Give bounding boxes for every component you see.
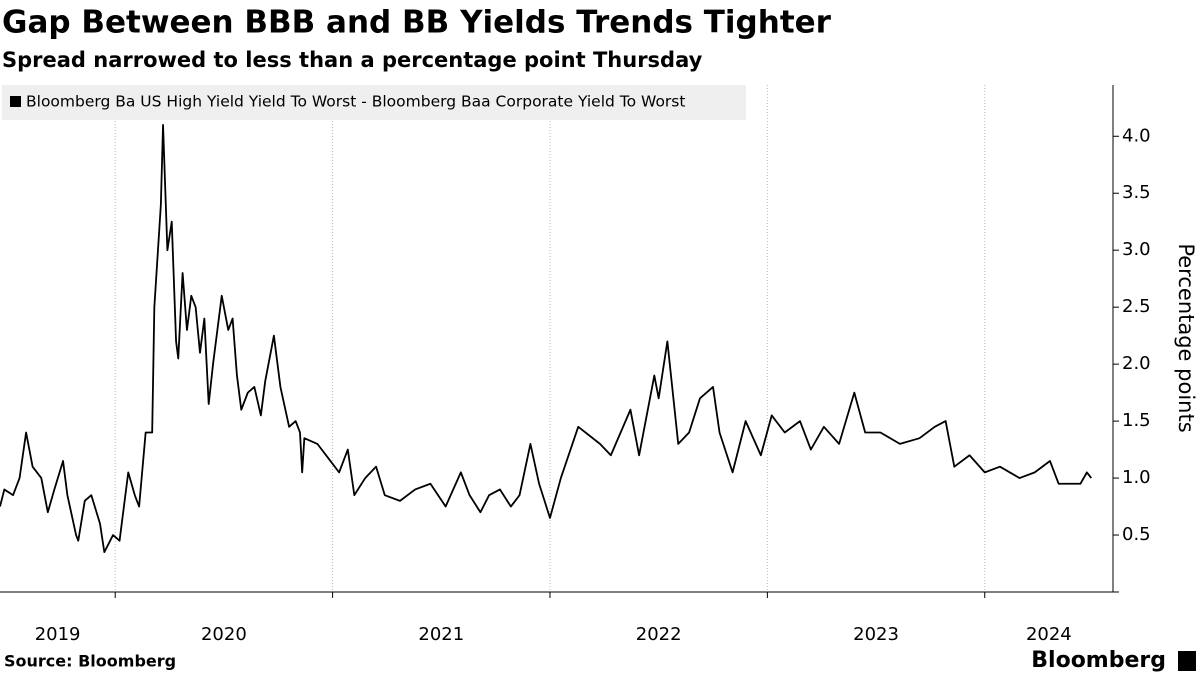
legend-swatch (10, 96, 21, 107)
source: Source: Bloomberg (4, 652, 176, 671)
y-tick-label: 1.5 (1122, 410, 1151, 431)
y-tick-label: 2.0 (1122, 353, 1151, 374)
legend-label: Bloomberg Ba US High Yield Yield To Wors… (26, 93, 685, 111)
x-tick-label: 2019 (35, 624, 81, 645)
chart-title: Gap Between BBB and BB Yields Trends Tig… (2, 5, 832, 41)
y-axis-label: Percentage points (1174, 243, 1198, 432)
x-tick-label: 2024 (1026, 624, 1072, 645)
series-line (0, 123, 1092, 554)
y-tick-label: 3.5 (1122, 182, 1151, 203)
x-tick-label: 2022 (636, 624, 682, 645)
x-tick-label: 2023 (853, 624, 899, 645)
y-tick-label: 1.0 (1122, 467, 1151, 488)
brand-icon (1178, 651, 1196, 671)
x-tick-label: 2021 (418, 624, 464, 645)
y-tick-label: 2.5 (1122, 296, 1151, 317)
brand-logo: Bloomberg (1031, 648, 1166, 673)
y-tick-label: 3.0 (1122, 239, 1151, 260)
y-tick-label: 4.0 (1122, 125, 1151, 146)
x-tick-label: 2020 (201, 624, 247, 645)
legend-box (2, 85, 746, 120)
chart-subtitle: Spread narrowed to less than a percentag… (2, 48, 703, 72)
y-tick-label: 0.5 (1122, 524, 1151, 545)
